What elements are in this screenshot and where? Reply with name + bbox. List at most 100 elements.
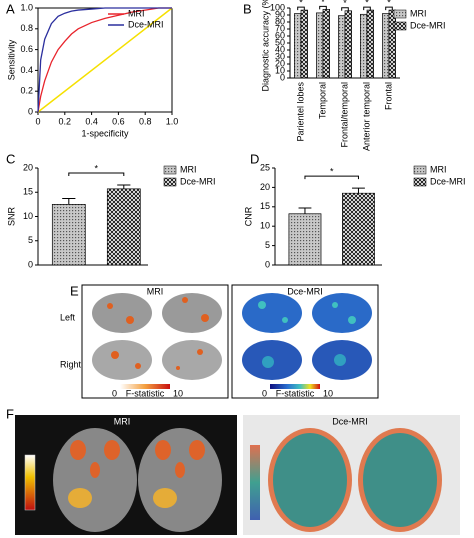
bar xyxy=(294,13,302,79)
y-tick-label: 1.0 xyxy=(20,2,33,12)
bar xyxy=(300,9,308,79)
x-tick-label: 0.4 xyxy=(85,116,98,126)
legend-label: Dce-MRI xyxy=(430,176,466,186)
y-tick-label: 5 xyxy=(28,235,33,245)
y-tick-label: 20 xyxy=(260,182,270,192)
x-axis-label: 1-specificity xyxy=(81,128,129,138)
brain xyxy=(138,428,222,532)
y-tick-label: 20 xyxy=(23,162,33,172)
significance-label: * xyxy=(330,167,334,177)
legend-label: Dce-MRI xyxy=(180,176,216,186)
bar xyxy=(288,213,322,266)
brain xyxy=(53,428,137,532)
y-tick-label: 20 xyxy=(275,58,285,68)
y-tick-label: 40 xyxy=(275,44,285,54)
y-tick-label: 0 xyxy=(265,259,270,269)
y-tick-label: 0 xyxy=(28,259,33,269)
panel-label: A xyxy=(6,1,15,16)
panel-label: B xyxy=(243,1,252,16)
colorbar-label: 0 xyxy=(262,388,267,398)
legend-label: Dce-MRI xyxy=(410,20,446,30)
bar xyxy=(366,9,374,79)
legend-label: MRI xyxy=(180,164,197,174)
brain xyxy=(92,293,152,333)
panel-label: D xyxy=(250,151,259,166)
y-tick-label: 0.6 xyxy=(20,44,33,54)
y-tick-label: 0 xyxy=(280,72,285,82)
x-tick-label: Parientel lobes xyxy=(295,82,305,142)
x-tick-label: 0.2 xyxy=(59,116,72,126)
brain xyxy=(162,340,222,380)
error-bar xyxy=(298,207,312,214)
y-axis-label: Sensitivity xyxy=(6,39,16,80)
y-tick-label: 90 xyxy=(275,9,285,19)
significance-bracket xyxy=(385,6,393,11)
activation xyxy=(258,301,356,368)
y-tick-label: 0 xyxy=(28,106,33,116)
title: MRI xyxy=(114,416,131,426)
y-tick-label: 50 xyxy=(275,37,285,47)
bar xyxy=(322,9,330,79)
significance-bracket xyxy=(297,6,305,11)
line xyxy=(37,7,172,113)
significance-label: * xyxy=(95,163,99,173)
x-tick-label: 0 xyxy=(35,116,40,126)
significance-bracket xyxy=(363,6,371,11)
y-tick-label: 15 xyxy=(260,201,270,211)
y-tick-label: 25 xyxy=(260,162,270,172)
y-tick-label: 15 xyxy=(23,187,33,197)
panel-e: E MRI Left Right 0 F-statistic 10 Dce-MR… xyxy=(60,283,379,399)
x-tick-label: Frontal/temporal xyxy=(339,82,349,148)
y-axis-label: Diagnostic accuracy (%) xyxy=(260,0,270,92)
title: Dce-MRI xyxy=(332,416,368,426)
legend-swatch xyxy=(393,21,407,31)
y-axis-label: SNR xyxy=(6,207,16,227)
significance-label: * xyxy=(365,0,369,7)
x-tick-label: Frontal xyxy=(383,82,393,110)
legend-label: MRI xyxy=(128,8,145,18)
x-tick-label: 0.8 xyxy=(139,116,152,126)
x-tick-label: Anterior temporal xyxy=(361,82,371,151)
significance-bracket xyxy=(68,172,125,176)
brain xyxy=(162,293,222,333)
activation xyxy=(107,297,209,370)
legend-swatch xyxy=(163,165,177,175)
bar xyxy=(51,204,86,266)
title: MRI xyxy=(147,286,164,296)
colorbar-label: F-statistic xyxy=(126,388,165,398)
y-tick-label: 70 xyxy=(275,23,285,33)
y-tick-label: 10 xyxy=(23,211,33,221)
legend-swatch xyxy=(413,177,427,187)
significance-bracket xyxy=(319,5,327,10)
panel-f: F MRI Dce-MRI xyxy=(6,406,460,535)
y-tick-label: 10 xyxy=(275,65,285,75)
y-tick-label: 10 xyxy=(260,221,270,231)
reference-line xyxy=(37,7,173,113)
bar xyxy=(360,13,368,79)
brain xyxy=(273,433,347,527)
x-tick-label: 0.6 xyxy=(112,116,125,126)
row-label: Left xyxy=(60,312,76,322)
colorbar xyxy=(250,445,260,520)
legend-label: MRI xyxy=(410,8,427,18)
significance-bracket xyxy=(304,175,359,180)
x-tick-label: 1.0 xyxy=(166,116,179,126)
row-label: Right xyxy=(60,359,82,369)
activation xyxy=(68,440,205,508)
y-tick-label: 0.4 xyxy=(20,65,33,75)
colorbar xyxy=(24,454,36,511)
bar xyxy=(342,192,375,266)
y-tick-label: 30 xyxy=(275,51,285,61)
panel-label: C xyxy=(6,151,15,166)
y-tick-label: 0.8 xyxy=(20,23,33,33)
colorbar-label: 0 xyxy=(112,388,117,398)
colorbar xyxy=(270,384,320,389)
x-tick-label: Temporal xyxy=(317,82,327,119)
bar xyxy=(338,15,346,79)
line xyxy=(37,7,172,113)
significance-label: * xyxy=(343,0,347,8)
panel-label: F xyxy=(6,406,14,421)
bar xyxy=(388,9,396,79)
panel-label: E xyxy=(70,283,79,298)
